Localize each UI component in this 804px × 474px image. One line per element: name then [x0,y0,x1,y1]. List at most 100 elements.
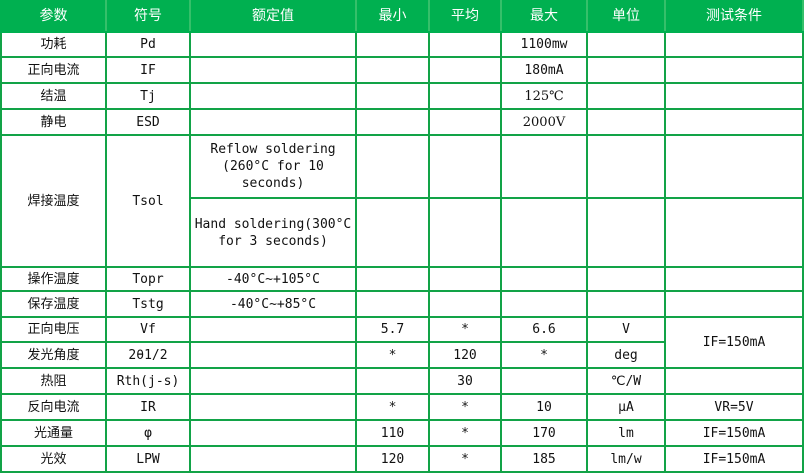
table-row: 发光角度 2θ1/2 * 120 * deg [0,341,803,369]
table-row: 结温 Tj 125℃ [0,82,804,110]
cell-min: 120 [355,445,430,473]
cell-max [500,197,588,268]
cell-parameter: 保存温度 [0,290,107,318]
cell-symbol: Rth(j-s) [105,367,191,395]
cell-rated-value [189,341,357,369]
cell-unit [586,134,666,199]
table-row: 操作温度 Topr -40°C~+105°C [0,266,804,292]
column-header-rated-value: 额定值 [189,0,357,33]
cell-unit [586,56,666,84]
cell-avg: 30 [428,367,502,395]
cell-unit: lm [586,419,666,447]
cell-unit [586,266,666,292]
cell-min [355,197,430,268]
cell-avg [428,82,502,110]
cell-parameter: 焊接温度 [0,134,107,268]
cell-parameter: 光通量 [0,419,107,447]
cell-symbol: IF [105,56,191,84]
cell-min [355,134,430,199]
cell-max [500,266,588,292]
cell-max: 1100mw [500,31,588,58]
column-header-avg: 平均 [428,0,502,33]
cell-parameter: 正向电流 [0,56,107,84]
cell-symbol: Pd [105,31,191,58]
cell-rated-value: -40°C~+85°C [189,290,357,318]
cell-rated-value [189,445,357,473]
cell-avg [428,56,502,84]
cell-max: 2000V [500,108,588,136]
cell-avg [428,108,502,136]
table-row: Hand soldering(300°C for 3 seconds) [1,197,804,268]
cell-test-condition: IF=150mA [664,316,804,369]
cell-test-condition: IF=150mA [664,445,804,473]
cell-test-condition [664,367,804,395]
table-row: 光通量 φ 110 * 170 lm IF=150mA [0,419,804,447]
cell-avg: 120 [428,341,502,369]
cell-max: 185 [500,445,588,473]
cell-unit: lm/w [586,445,666,473]
cell-symbol: ESD [105,108,191,136]
cell-unit: ℃/W [586,367,666,395]
cell-avg [428,197,502,268]
table-row: 热阻 Rth(j-s) 30 ℃/W [0,367,804,395]
cell-parameter: 光效 [0,445,107,473]
cell-max [500,134,588,199]
cell-test-condition [664,56,804,84]
cell-parameter: 热阻 [0,367,107,395]
cell-symbol: Topr [105,266,191,292]
table-row: 焊接温度 Tsol Reflow soldering (260°C for 10 s… [0,134,804,268]
cell-symbol: 2θ1/2 [105,341,191,369]
cell-min [355,31,430,58]
cell-unit: deg [586,341,666,369]
cell-max: * [500,341,588,369]
cell-max [500,290,588,318]
cell-symbol: IR [105,393,191,421]
cell-parameter: 反向电流 [0,393,107,421]
cell-avg [428,290,502,318]
column-header-min: 最小 [355,0,430,33]
cell-test-condition: IF=150mA [664,419,804,447]
cell-parameter: 操作温度 [0,266,107,292]
cell-test-condition [664,108,804,136]
column-header-test-condition: 测试条件 [664,0,804,33]
table-row: 静电 ESD 2000V [0,108,804,136]
cell-test-condition [664,134,804,199]
cell-max: 170 [500,419,588,447]
cell-max: 180mA [500,56,588,84]
cell-max: 125℃ [500,82,588,110]
cell-avg: * [428,316,502,343]
cell-min [355,56,430,84]
cell-symbol: φ [105,419,191,447]
column-header-parameter: 参数 [0,0,107,33]
cell-test-condition [664,266,804,292]
cell-avg [428,134,502,199]
cell-parameter: 正向电压 [0,316,107,343]
cell-rated-value [189,419,357,447]
column-header-unit: 单位 [586,0,666,33]
cell-symbol: Vf [105,316,191,343]
cell-parameter: 功耗 [0,31,107,58]
cell-parameter: 静电 [0,108,107,136]
header-row: 参数 符号 额定值 最小 平均 最大 单位 测试条件 [0,0,804,33]
cell-min: 5.7 [355,316,430,343]
cell-unit [586,82,666,110]
cell-symbol: Tj [105,82,191,110]
cell-min [355,266,430,292]
cell-avg [428,266,502,292]
cell-rated-value [189,393,357,421]
column-header-symbol: 符号 [105,0,191,33]
cell-avg: * [428,445,502,473]
cell-unit: V [586,316,666,343]
cell-rated-value [189,316,357,343]
cell-test-condition [664,290,804,318]
cell-unit [586,290,666,318]
table-row: 反向电流 IR * * 10 μA VR=5V [0,393,804,421]
table-row: 保存温度 Tstg -40°C~+85°C [0,290,804,318]
cell-rated-value [189,31,357,58]
cell-parameter: 结温 [0,82,107,110]
cell-rated-value: Hand soldering(300°C for 3 seconds) [189,197,357,268]
cell-unit [586,197,666,268]
cell-min [355,82,430,110]
cell-max [500,367,588,395]
